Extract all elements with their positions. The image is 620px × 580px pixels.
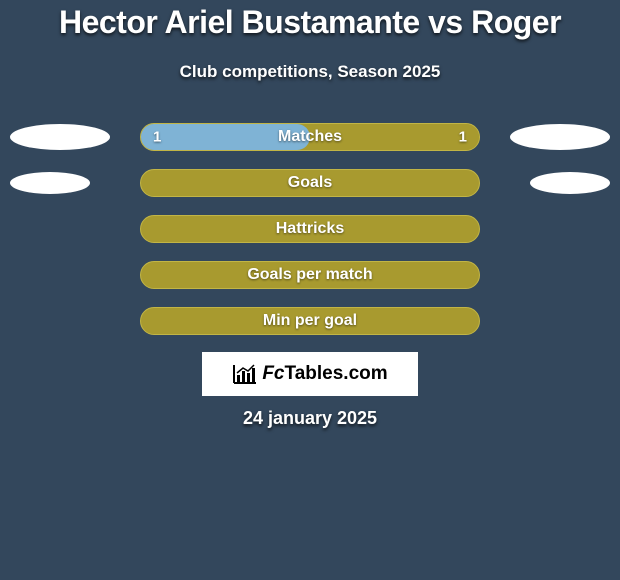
stat-row: Goals (0, 168, 620, 198)
chart-icon (232, 363, 258, 385)
page-title: Hector Ariel Bustamante vs Roger (0, 4, 620, 41)
left-player-ellipse (10, 172, 90, 194)
stat-row: Hattricks (0, 214, 620, 244)
stat-row: Matches1 1 (0, 122, 620, 152)
stat-row: Goals per match (0, 260, 620, 290)
stat-label: Goals (141, 174, 479, 192)
stat-label: Goals per match (141, 266, 479, 284)
subtitle: Club competitions, Season 2025 (0, 62, 620, 82)
right-player-ellipse (510, 124, 610, 150)
stat-label: Matches (141, 128, 479, 146)
stat-row: Min per goal (0, 306, 620, 336)
stat-bar: Goals per match (140, 261, 480, 289)
stat-bar: Min per goal (140, 307, 480, 335)
left-player-ellipse (10, 124, 110, 150)
stat-value-right: 1 (447, 129, 479, 146)
stat-label: Hattricks (141, 220, 479, 238)
stat-bar: Matches1 1 (140, 123, 480, 151)
date-label: 24 january 2025 (0, 408, 620, 429)
brand-box: FcTables.com (202, 352, 418, 396)
stat-value-left: 1 (141, 129, 173, 146)
right-player-ellipse (530, 172, 610, 194)
stat-bar: Goals (140, 169, 480, 197)
stat-label: Min per goal (141, 312, 479, 330)
infographic-canvas: Hector Ariel Bustamante vs Roger Club co… (0, 0, 620, 580)
brand-text: FcTables.com (262, 363, 387, 385)
stat-bar: Hattricks (140, 215, 480, 243)
